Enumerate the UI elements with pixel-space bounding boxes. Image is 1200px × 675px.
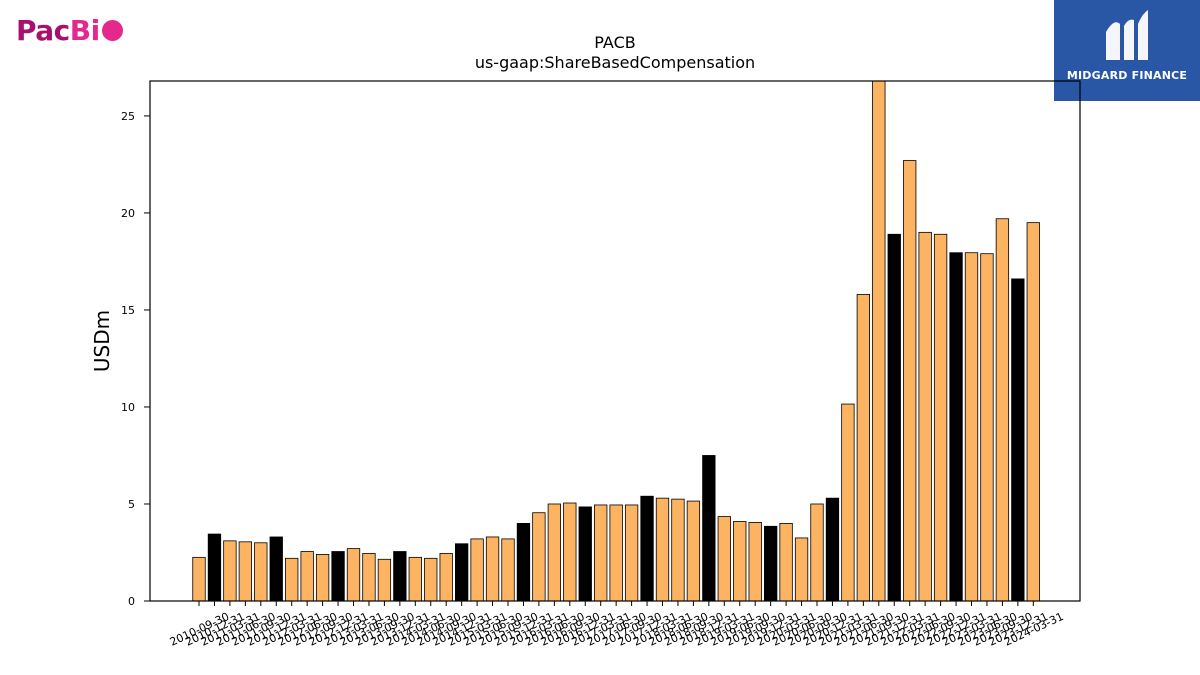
y-tick-label: 0 — [128, 595, 135, 608]
bar-2015-09-30 — [501, 538, 515, 602]
bar-2011-06-30 — [238, 541, 253, 602]
pacbio-logo: Pac Bi — [16, 10, 123, 50]
logo-text-bi: Bi — [69, 13, 100, 47]
bar-2023-09-30 — [995, 218, 1010, 602]
bar-2014-09-30 — [439, 553, 453, 602]
bar-2017-12-31 — [640, 495, 654, 602]
bar-2021-12-31 — [887, 233, 901, 602]
bar-2021-03-31 — [841, 403, 855, 602]
bar-2010-12-31 — [207, 533, 222, 602]
y-axis-label: USDm — [90, 310, 114, 372]
logo-text-pac: Pac — [16, 13, 70, 47]
bar-2015-03-31 — [470, 538, 484, 602]
bar-2023-12-31 — [1011, 278, 1025, 602]
y-tick-label: 5 — [128, 498, 135, 511]
plot-frame — [149, 80, 1081, 602]
bar-2014-12-31 — [454, 543, 469, 602]
bar-2012-06-30 — [300, 551, 314, 602]
bar-2012-12-31 — [331, 551, 345, 602]
bar-2018-12-31 — [702, 455, 716, 602]
bar-2015-12-31 — [516, 522, 531, 602]
bar-2014-06-30 — [424, 557, 438, 602]
bar-2014-03-31 — [408, 556, 422, 602]
bar-2022-06-30 — [918, 231, 932, 602]
bar-2011-09-30 — [254, 542, 268, 602]
bar-2017-03-31 — [594, 504, 608, 602]
y-ticks-group: 0 5 10 15 20 25 — [121, 110, 150, 608]
bar-2024-03-31 — [1026, 222, 1040, 602]
bar-2016-06-30 — [547, 503, 561, 602]
bar-2022-09-30 — [933, 233, 948, 602]
bar-2013-12-31 — [393, 551, 407, 602]
bar-2018-06-30 — [671, 498, 685, 602]
bar-2013-03-31 — [346, 548, 361, 602]
bar-2016-03-31 — [532, 512, 546, 602]
bar-2019-09-30 — [748, 522, 762, 602]
bar-2011-12-31 — [269, 536, 283, 602]
chart-subtitle: us-gaap:ShareBasedCompensation — [475, 53, 755, 72]
bar-2020-12-31 — [825, 497, 840, 602]
bar-2013-09-30 — [377, 558, 392, 602]
bar-2011-03-31 — [223, 540, 237, 602]
x-ticks-group: 2010-09-302010-12-312011-03-312011-06-30… — [168, 601, 1066, 649]
midgard-finance-logo: MIDGARD FINANCE — [1054, 0, 1200, 101]
bar-2017-06-30 — [609, 504, 623, 602]
midgard-mark-icon — [1106, 10, 1148, 61]
bar-2019-03-31 — [717, 516, 731, 602]
bar-2012-03-31 — [285, 557, 299, 602]
bar-2020-03-31 — [779, 522, 793, 602]
bar-2021-09-30 — [872, 80, 886, 602]
bar-2019-12-31 — [764, 525, 778, 602]
chart-title: PACB — [594, 33, 635, 52]
bar-2020-09-30 — [810, 503, 824, 602]
bar-2022-12-31 — [949, 252, 963, 602]
y-tick-label: 25 — [121, 110, 135, 123]
bars-group — [192, 80, 1040, 602]
bar-2019-06-30 — [733, 521, 747, 602]
y-tick-label: 10 — [121, 401, 135, 414]
midgard-finance-text: MIDGARD FINANCE — [1066, 69, 1188, 82]
bar-2022-03-31 — [903, 160, 917, 602]
y-tick-label: 20 — [121, 207, 135, 220]
bar-2010-09-30 — [192, 556, 206, 602]
bar-2023-03-31 — [964, 252, 979, 602]
bar-2020-06-30 — [794, 537, 809, 602]
bar-2021-06-30 — [856, 294, 870, 602]
bar-2017-09-30 — [624, 504, 639, 602]
bar-2016-12-31 — [578, 506, 592, 602]
logo-dot-icon — [101, 19, 123, 41]
y-tick-label: 15 — [121, 304, 135, 317]
bar-2013-06-30 — [362, 553, 376, 602]
bar-2018-03-31 — [655, 497, 670, 602]
bar-2023-06-30 — [980, 253, 994, 602]
bar-2012-09-30 — [315, 554, 330, 602]
bar-2016-09-30 — [563, 502, 577, 602]
bar-2018-09-30 — [686, 500, 701, 602]
bar-2015-06-30 — [485, 536, 500, 602]
